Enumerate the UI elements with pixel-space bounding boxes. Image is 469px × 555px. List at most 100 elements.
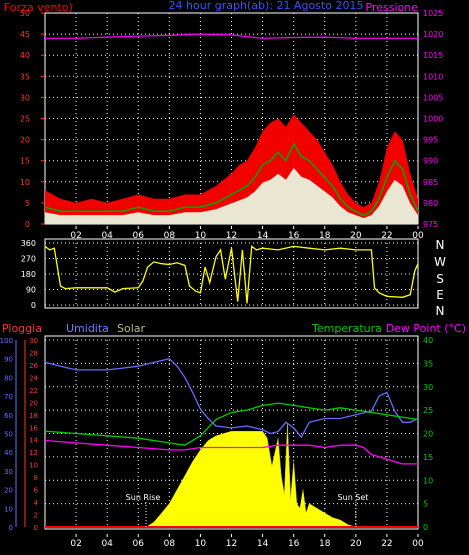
humidity-y-tick-label: 28 (29, 349, 38, 357)
temperature-y-tick-label: 25 (423, 406, 433, 415)
pressure-y-tick-label: 1015 (423, 51, 443, 60)
wind-y-tick-label: 25 (20, 115, 30, 124)
wind-y-tick-label: 30 (20, 93, 30, 102)
humidity-y-tick-label: 20 (29, 399, 38, 407)
wind-x-tick-label: 02 (70, 231, 81, 241)
temperature-y-tick-label: 10 (423, 476, 433, 485)
wind-x-tick-label: 16 (288, 231, 300, 241)
rain-y-tick-label: 70 (4, 393, 13, 401)
humidity-y-tick-label: 12 (29, 449, 38, 457)
pressure-y-tick-label: 980 (423, 199, 438, 208)
chart-marks: 0510152025303540455097598098599099510001… (0, 9, 443, 549)
pressure-y-tick-label: 995 (423, 136, 438, 145)
weather-x-tick-label: 20 (350, 539, 362, 549)
pressure-y-tick-label: 990 (423, 157, 438, 166)
weather-x-tick-label: 12 (226, 539, 237, 549)
wind-title: Forza vento) (4, 1, 73, 14)
pressure-line (45, 33, 418, 39)
weather-x-tick-label: 16 (288, 539, 300, 549)
solar-label: Solar (117, 322, 146, 335)
wind-x-tick-label: 20 (350, 231, 362, 241)
rain-y-tick-label: 0 (9, 524, 13, 532)
wind-x-tick-label: 10 (195, 231, 207, 241)
compass-labels: N W S E N (434, 238, 446, 318)
compass-n-top: N (436, 238, 445, 252)
wind-y-tick-label: 15 (20, 157, 30, 166)
dewpoint-label: Dew Point (°C) (386, 322, 466, 335)
chart-title: 24 hour graph(ab): 21 Agosto 2015 (169, 0, 364, 12)
weather-x-tick-label: 22 (381, 539, 392, 549)
wind-y-tick-label: 5 (25, 199, 30, 208)
weather-x-tick-label: 14 (257, 539, 269, 549)
wind-x-tick-label: 18 (319, 231, 331, 241)
humidity-line (44, 357, 419, 439)
wind-x-tick-label: 04 (101, 231, 113, 241)
wind-x-tick-label: 12 (226, 231, 237, 241)
sunrise-annotation: Sun Rise (126, 493, 161, 502)
temperature-y-tick-label: 20 (423, 430, 433, 439)
weather-x-tick-label: 00 (412, 539, 424, 549)
compass-n-bottom: N (436, 304, 445, 318)
compass-w: W (434, 255, 446, 269)
rain-y-tick-label: 100 (0, 337, 13, 345)
rain-y-tick-label: 90 (4, 356, 13, 364)
weather-x-tick-label: 18 (319, 539, 331, 549)
solar-area (145, 424, 356, 528)
wind-x-tick-label: 08 (164, 231, 176, 241)
wind-x-tick-label: 00 (412, 231, 424, 241)
temperature-y-tick-label: 15 (423, 453, 433, 462)
wind-avg-line (44, 142, 419, 217)
wind-direction-line (44, 245, 419, 304)
direction-y-tick-label: 270 (21, 255, 36, 264)
humidity-y-tick-label: 22 (29, 387, 38, 395)
temperature-y-tick-label: 30 (423, 383, 433, 392)
rain-y-tick-label: 30 (4, 468, 13, 476)
pressure-y-tick-label: 1000 (423, 115, 443, 124)
wind-y-tick-label: 40 (20, 51, 30, 60)
compass-e: E (436, 288, 444, 302)
rain-label: Pioggia (2, 322, 42, 335)
direction-y-tick-label: 0 (31, 301, 36, 310)
pressure-title: Pressione (366, 1, 419, 14)
humidity-y-tick-label: 8 (34, 474, 38, 482)
temperature-y-tick-label: 0 (423, 523, 428, 532)
compass-s: S (436, 272, 444, 286)
wind-y-tick-label: 0 (25, 220, 30, 229)
humidity-y-tick-label: 16 (29, 424, 38, 432)
humidity-y-tick-label: 0 (34, 524, 38, 532)
weather-x-tick-label: 04 (101, 539, 113, 549)
wind-y-tick-label: 50 (20, 9, 30, 18)
humidity-y-tick-label: 30 (29, 337, 38, 345)
pressure-y-tick-label: 1005 (423, 93, 443, 102)
temperature-y-tick-label: 35 (423, 359, 433, 368)
direction-y-tick-label: 180 (21, 270, 36, 279)
humidity-label: Umidita (66, 322, 109, 335)
wind-y-tick-label: 10 (20, 178, 30, 187)
humidity-y-tick-label: 24 (29, 374, 38, 382)
wind-y-tick-label: 35 (20, 72, 30, 81)
pressure-y-tick-label: 975 (423, 220, 438, 229)
dewpoint-line (44, 439, 418, 465)
pressure-y-tick-label: 985 (423, 178, 438, 187)
temperature-y-tick-label: 5 (423, 500, 428, 509)
temperature-line (44, 402, 419, 446)
rain-y-tick-label: 20 (4, 487, 13, 495)
humidity-y-tick-label: 6 (34, 487, 39, 495)
weather-x-tick-label: 06 (133, 539, 145, 549)
pressure-y-tick-label: 1010 (423, 72, 443, 81)
rain-y-tick-label: 80 (4, 374, 13, 382)
temperature-label: Temperatura (311, 322, 382, 335)
direction-y-tick-label: 90 (26, 286, 36, 295)
wind-low-area (45, 167, 418, 224)
temperature-y-tick-label: 40 (423, 336, 433, 345)
pressure-y-tick-label: 1025 (423, 9, 443, 18)
humidity-y-tick-label: 26 (29, 362, 38, 370)
weather-x-tick-label: 02 (70, 539, 81, 549)
rain-y-tick-label: 40 (4, 449, 13, 457)
weather-x-tick-label: 08 (164, 539, 176, 549)
wind-x-tick-label: 22 (381, 231, 392, 241)
humidity-y-tick-label: 10 (29, 462, 38, 470)
rain-y-tick-label: 60 (4, 412, 13, 420)
sunset-annotation: Sun Set (338, 493, 369, 502)
